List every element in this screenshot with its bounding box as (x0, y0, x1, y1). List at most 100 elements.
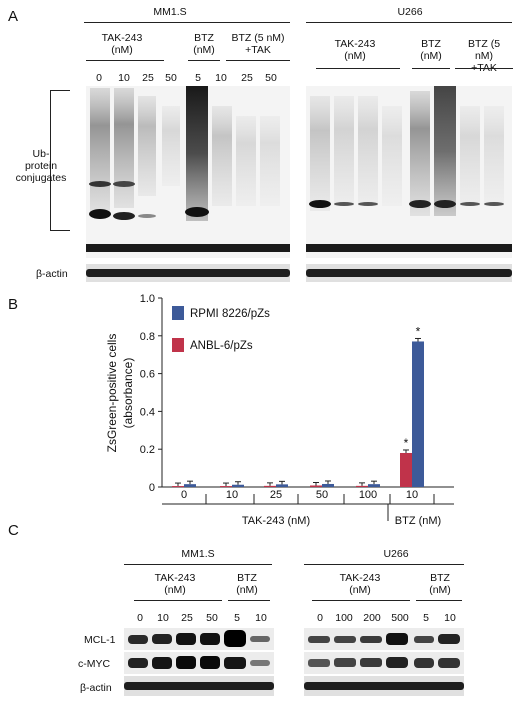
y-tick-label: 0 (149, 482, 155, 494)
bar-rpmi8226 (322, 483, 334, 487)
panel-c-letter: C (8, 522, 19, 539)
lane-label: 5 (195, 72, 201, 84)
mm1s-title-c: MM1.S (181, 548, 215, 560)
bar-anbl6 (172, 486, 184, 488)
y-axis-label: (absorbance) (121, 358, 135, 429)
mcl1-blot-mm1s-image (128, 630, 270, 647)
legend-label: RPMI 8226/pZs (190, 308, 270, 320)
actin-band (86, 269, 290, 277)
lane-label: 0 (137, 612, 143, 624)
legend-swatch (172, 338, 184, 352)
combo-rule-mm1s-a (226, 60, 290, 61)
u266-rule-a (306, 22, 512, 23)
category-label: 50 (316, 489, 328, 501)
bar-rpmi8226 (232, 484, 244, 487)
mcl1-blot-u266-image (308, 633, 460, 645)
bar-anbl6 (310, 485, 322, 487)
combo-rule-u266-a (455, 68, 513, 69)
lane-label: 50 (265, 72, 277, 84)
btz-label-u266-c: BTZ (nM) (429, 572, 451, 596)
lane-label: 10 (444, 612, 456, 624)
bar-anbl6 (220, 486, 232, 488)
y-tick-label: 0.8 (140, 331, 155, 343)
lane-label: 5 (234, 612, 240, 624)
btz-label-line: BTZ (nM) (236, 572, 258, 596)
bar-rpmi8226 (276, 484, 288, 487)
actin-blot-u266-a (306, 264, 512, 282)
btz-label-line: BTZ (nM) (193, 32, 215, 56)
tak-label-line: TAK-243 (nM) (101, 32, 143, 56)
mcl1-blot-u266 (304, 628, 464, 650)
ub-blot-mm1s (86, 86, 290, 258)
combo-label-mm1s-a: BTZ (5 nM) +TAK (231, 32, 284, 56)
bar-anbl6 (356, 485, 368, 487)
category-label: 0 (181, 489, 187, 501)
ub-blot-u266 (306, 86, 512, 258)
mcl1-blot-mm1s (124, 628, 274, 650)
actin-blot-mm1s-a (86, 264, 290, 282)
u266-title-a: U266 (397, 6, 423, 18)
ub-bracket-line (50, 90, 51, 230)
cmyc-blot-u266-image (308, 657, 460, 668)
lane-label: 10 (255, 612, 267, 624)
group-label-tak243: TAK-243 (nM) (242, 515, 310, 527)
btz-rule-u266-a (412, 68, 450, 69)
btz-label-mm1s-a: BTZ (nM) (193, 32, 215, 56)
actin-band (304, 682, 464, 690)
actin-blot-u266-c (304, 676, 464, 696)
significance-star: * (404, 436, 409, 450)
lane-label: 10 (157, 612, 169, 624)
btz-rule-mm1s-a (188, 60, 220, 61)
significance-star: * (416, 324, 421, 338)
tak-label-mm1s-a: TAK-243 (nM) (102, 32, 143, 56)
lane-label: 500 (391, 612, 409, 624)
tak-label-u266-c: TAK-243 (nM) (340, 572, 381, 596)
mm1s-title-a: MM1.S (153, 6, 187, 18)
btz-rule-mm1s-c (228, 600, 270, 601)
lane-label: 100 (335, 612, 353, 624)
lane-label: 0 (96, 72, 102, 84)
category-label: 10 (406, 489, 418, 501)
y-axis-label: ZsGreen-positive cells (105, 334, 119, 453)
ub-blot-mm1s-image (86, 86, 290, 252)
lane-label: 50 (165, 72, 177, 84)
legend-swatch (172, 306, 184, 320)
lane-label: 10 (118, 72, 130, 84)
cmyc-blot-mm1s-image (128, 656, 270, 669)
ub-bracket-top (50, 90, 70, 91)
actin-label-a: β-actin (36, 268, 68, 280)
tak-rule-u266-c (312, 600, 410, 601)
u266-title-c: U266 (383, 548, 409, 560)
panel-b-letter: B (8, 296, 19, 313)
lane-label: 25 (142, 72, 154, 84)
panel-a-letter: A (8, 8, 19, 25)
mm1s-rule-a (84, 22, 290, 23)
ub-blot-u266-image (306, 86, 512, 252)
cmyc-blot-u266 (304, 652, 464, 674)
actin-band (124, 682, 274, 690)
actin-blot-mm1s-c (124, 676, 274, 696)
tak-label-line: TAK-243 (nM) (339, 572, 381, 596)
group-label-btz: BTZ (nM) (395, 515, 441, 527)
y-tick-label: 1.0 (140, 293, 155, 305)
category-label: 25 (270, 489, 282, 501)
lane-label: 25 (181, 612, 193, 624)
actin-band (306, 269, 512, 277)
mm1s-rule-c (124, 564, 272, 565)
btz-rule-u266-c (416, 600, 462, 601)
y-tick-label: 0.6 (140, 369, 155, 381)
combo-label-u266-a: BTZ (5 nM) +TAK (466, 38, 502, 74)
tak-label-mm1s-c: TAK-243 (nM) (155, 572, 196, 596)
y-tick-label: 0.2 (140, 444, 155, 456)
u266-rule-c (304, 564, 464, 565)
row-label-mcl1: MCL-1 (84, 634, 116, 646)
btz-label-line: BTZ (nM) (420, 38, 442, 62)
bar-rpmi8226 (368, 484, 380, 487)
tak-rule-mm1s-c (134, 600, 222, 601)
bar-rpmi8226 (412, 341, 424, 487)
bar-rpmi8226 (184, 484, 196, 487)
y-tick-label: 0.4 (140, 406, 155, 418)
lane-label: 50 (206, 612, 218, 624)
combo-label-line: BTZ (5 nM) +TAK (231, 32, 285, 56)
